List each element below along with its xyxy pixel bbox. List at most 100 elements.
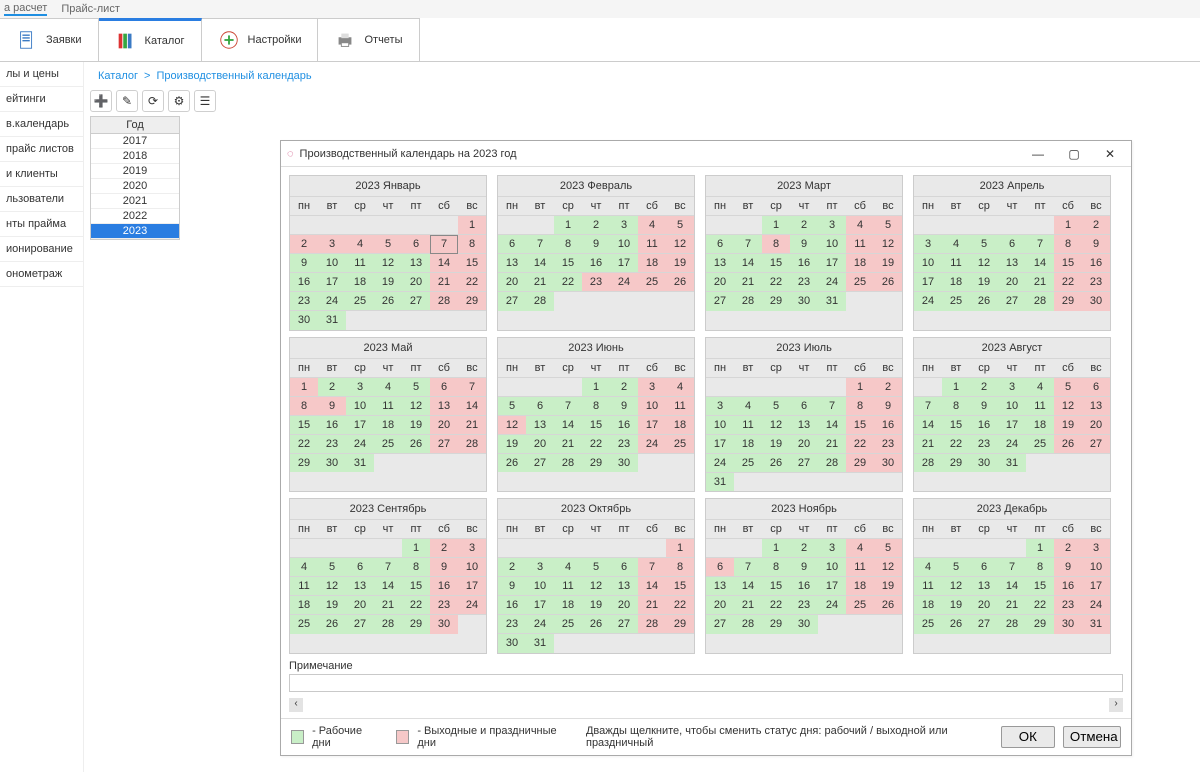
year-row-2021[interactable]: 2021 (91, 194, 179, 209)
day-cell[interactable]: 2 (1054, 539, 1082, 558)
day-cell[interactable]: 18 (734, 434, 762, 453)
day-cell[interactable]: 19 (374, 273, 402, 292)
day-cell[interactable]: 28 (734, 292, 762, 311)
day-cell[interactable]: 20 (346, 596, 374, 615)
day-cell[interactable]: 20 (1082, 415, 1110, 434)
day-cell[interactable]: 28 (1026, 292, 1054, 311)
day-cell[interactable]: 22 (762, 596, 790, 615)
day-cell[interactable]: 28 (526, 292, 554, 311)
day-cell[interactable]: 19 (942, 596, 970, 615)
day-cell[interactable]: 1 (846, 377, 874, 396)
day-cell[interactable]: 7 (998, 558, 1026, 577)
note-input[interactable] (289, 674, 1123, 692)
day-cell[interactable]: 25 (374, 434, 402, 453)
day-cell[interactable]: 19 (874, 577, 902, 596)
day-cell[interactable]: 8 (554, 235, 582, 254)
day-cell[interactable]: 26 (666, 273, 694, 292)
day-cell[interactable]: 7 (734, 558, 762, 577)
day-cell[interactable]: 15 (762, 254, 790, 273)
day-cell[interactable]: 5 (374, 235, 402, 254)
day-cell[interactable]: 2 (430, 539, 458, 558)
day-cell[interactable]: 31 (318, 311, 346, 330)
day-cell[interactable]: 5 (762, 396, 790, 415)
day-cell[interactable]: 7 (554, 396, 582, 415)
day-cell[interactable]: 30 (430, 615, 458, 634)
day-cell[interactable]: 22 (402, 596, 430, 615)
day-cell[interactable]: 11 (1026, 396, 1054, 415)
day-cell[interactable]: 3 (638, 377, 666, 396)
sidebar-item-1[interactable]: ейтинги (0, 87, 83, 112)
day-cell[interactable]: 11 (846, 235, 874, 254)
day-cell[interactable]: 8 (846, 396, 874, 415)
day-cell[interactable]: 24 (526, 615, 554, 634)
day-cell[interactable]: 6 (706, 558, 734, 577)
day-cell[interactable]: 4 (346, 235, 374, 254)
day-cell[interactable]: 14 (1026, 254, 1054, 273)
day-cell[interactable]: 9 (318, 396, 346, 415)
day-cell[interactable]: 11 (734, 415, 762, 434)
day-cell[interactable]: 1 (762, 216, 790, 235)
maximize-button[interactable]: ▢ (1059, 144, 1089, 164)
day-cell[interactable]: 18 (846, 254, 874, 273)
day-cell[interactable]: 26 (762, 453, 790, 472)
day-cell[interactable]: 9 (498, 577, 526, 596)
day-cell[interactable]: 26 (402, 434, 430, 453)
day-cell[interactable]: 16 (1082, 254, 1110, 273)
day-cell[interactable]: 30 (1082, 292, 1110, 311)
day-cell[interactable]: 12 (762, 415, 790, 434)
day-cell[interactable]: 9 (790, 558, 818, 577)
day-cell[interactable]: 19 (582, 596, 610, 615)
day-cell[interactable]: 13 (610, 577, 638, 596)
day-cell[interactable]: 13 (970, 577, 998, 596)
day-cell[interactable]: 20 (526, 434, 554, 453)
sidebar-item-7[interactable]: ионирование (0, 237, 83, 262)
day-cell[interactable]: 29 (762, 292, 790, 311)
day-cell[interactable]: 3 (610, 216, 638, 235)
day-cell[interactable]: 20 (610, 596, 638, 615)
day-cell[interactable]: 27 (610, 615, 638, 634)
day-cell[interactable]: 23 (610, 434, 638, 453)
day-cell[interactable]: 5 (402, 377, 430, 396)
main-tab-Заявки[interactable]: Заявки (0, 18, 99, 61)
day-cell[interactable]: 29 (290, 453, 318, 472)
main-tab-Отчеты[interactable]: Отчеты (318, 18, 419, 61)
day-cell[interactable]: 28 (638, 615, 666, 634)
day-cell[interactable]: 6 (526, 396, 554, 415)
day-cell[interactable]: 11 (554, 577, 582, 596)
day-cell[interactable]: 1 (458, 216, 486, 235)
day-cell[interactable]: 21 (554, 434, 582, 453)
day-cell[interactable]: 6 (1082, 377, 1110, 396)
day-cell[interactable]: 8 (290, 396, 318, 415)
day-cell[interactable]: 9 (970, 396, 998, 415)
day-cell[interactable]: 19 (970, 273, 998, 292)
day-cell[interactable]: 21 (734, 273, 762, 292)
close-button[interactable]: ✕ (1095, 144, 1125, 164)
day-cell[interactable]: 12 (874, 235, 902, 254)
day-cell[interactable]: 17 (346, 415, 374, 434)
day-cell[interactable]: 22 (762, 273, 790, 292)
year-row-2018[interactable]: 2018 (91, 149, 179, 164)
day-cell[interactable]: 14 (526, 254, 554, 273)
day-cell[interactable]: 16 (970, 415, 998, 434)
day-cell[interactable]: 8 (1054, 235, 1082, 254)
day-cell[interactable]: 14 (998, 577, 1026, 596)
day-cell[interactable]: 15 (402, 577, 430, 596)
day-cell[interactable]: 4 (846, 539, 874, 558)
day-cell[interactable]: 7 (1026, 235, 1054, 254)
day-cell[interactable]: 9 (290, 254, 318, 273)
day-cell[interactable]: 2 (874, 377, 902, 396)
day-cell[interactable]: 21 (374, 596, 402, 615)
day-cell[interactable]: 4 (554, 558, 582, 577)
day-cell[interactable]: 1 (290, 377, 318, 396)
day-cell[interactable]: 13 (1082, 396, 1110, 415)
day-cell[interactable]: 3 (458, 539, 486, 558)
day-cell[interactable]: 23 (582, 273, 610, 292)
day-cell[interactable]: 24 (346, 434, 374, 453)
day-cell[interactable]: 30 (790, 292, 818, 311)
day-cell[interactable]: 18 (638, 254, 666, 273)
day-cell[interactable]: 27 (1082, 434, 1110, 453)
day-cell[interactable]: 11 (346, 254, 374, 273)
day-cell[interactable]: 6 (346, 558, 374, 577)
breadcrumb-0[interactable]: Каталог (98, 70, 138, 82)
sidebar-item-2[interactable]: в.календарь (0, 112, 83, 137)
